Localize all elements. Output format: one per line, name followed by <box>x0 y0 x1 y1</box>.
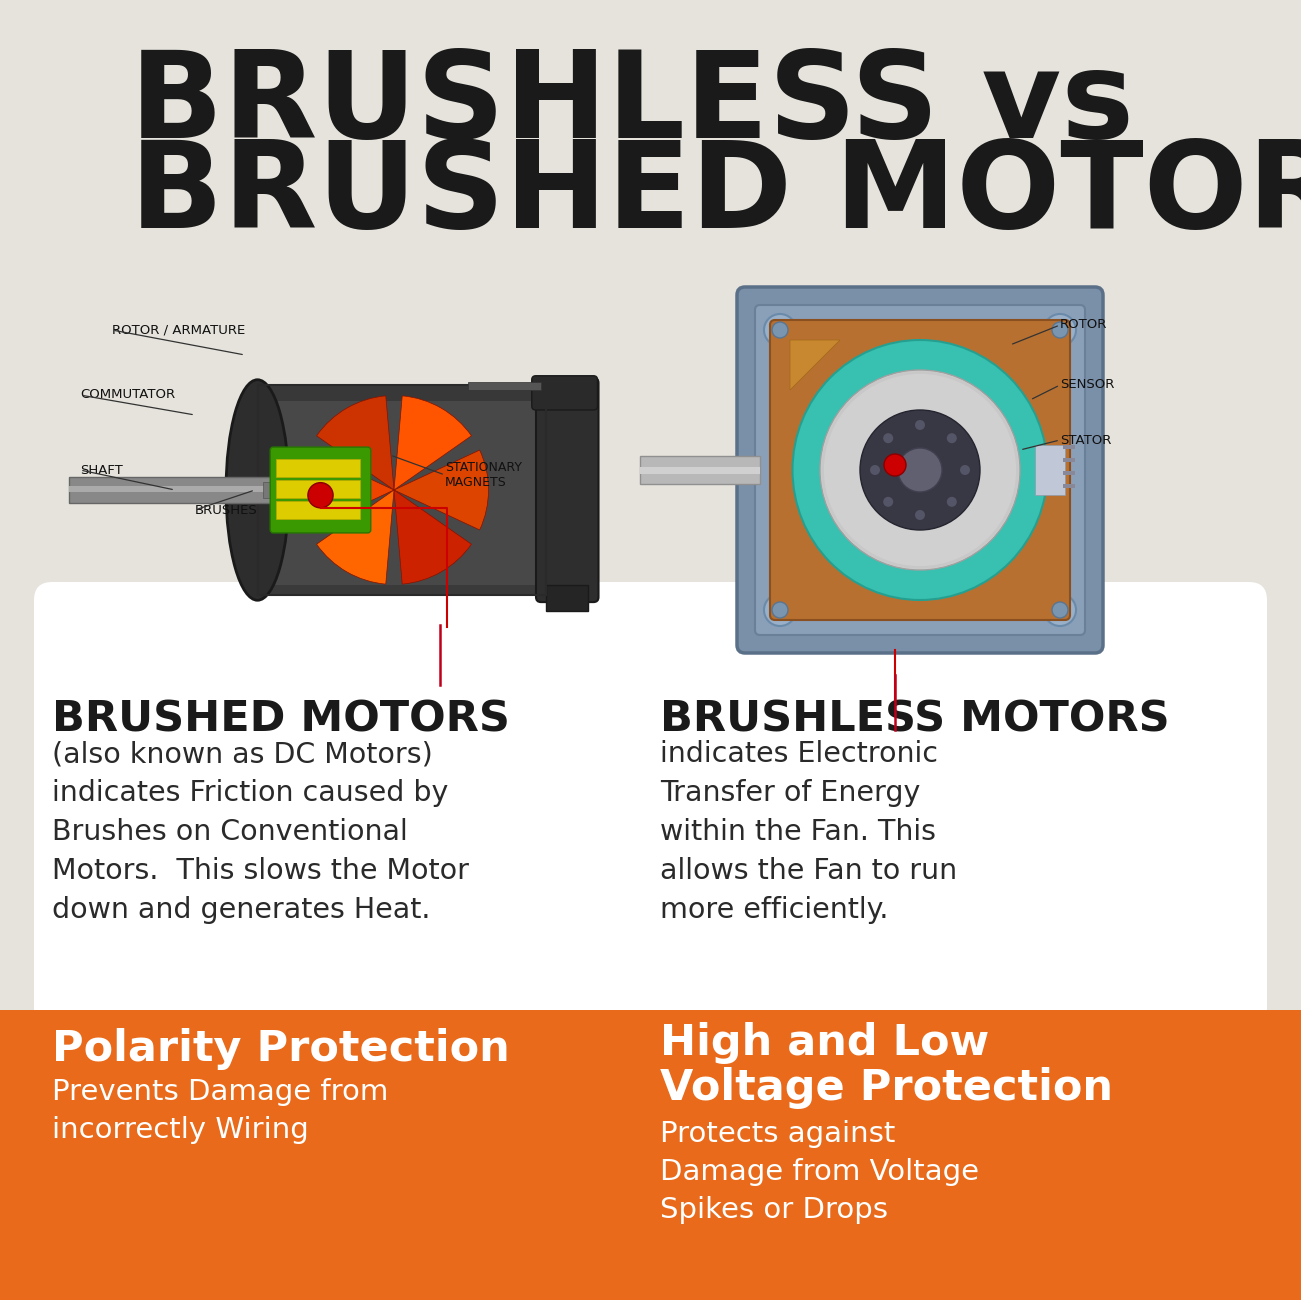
FancyBboxPatch shape <box>532 376 597 410</box>
Text: BRUSHES: BRUSHES <box>195 503 258 516</box>
Wedge shape <box>299 450 394 530</box>
Bar <box>640 467 760 474</box>
Text: STATOR: STATOR <box>1060 433 1111 446</box>
Circle shape <box>870 465 879 474</box>
Circle shape <box>947 497 956 507</box>
Text: Protects against
Damage from Voltage
Spikes or Drops: Protects against Damage from Voltage Spi… <box>660 1121 978 1223</box>
Bar <box>258 585 572 595</box>
Text: SENSOR: SENSOR <box>1060 378 1115 391</box>
Text: COMMUTATOR: COMMUTATOR <box>79 389 176 402</box>
Bar <box>1063 458 1075 461</box>
Bar <box>640 456 760 484</box>
Text: SHAFT: SHAFT <box>79 464 122 477</box>
Circle shape <box>764 315 796 346</box>
Bar <box>258 385 572 395</box>
Text: Polarity Protection: Polarity Protection <box>52 1028 510 1070</box>
FancyBboxPatch shape <box>736 287 1103 653</box>
Ellipse shape <box>226 380 289 601</box>
FancyBboxPatch shape <box>755 306 1085 634</box>
Text: BRUSHED MOTORS: BRUSHED MOTORS <box>52 698 510 740</box>
Wedge shape <box>316 396 394 490</box>
Bar <box>1063 471 1075 474</box>
Text: ROTOR: ROTOR <box>1060 318 1107 332</box>
Bar <box>276 459 360 477</box>
Circle shape <box>308 482 333 508</box>
Bar <box>258 385 572 400</box>
Wedge shape <box>316 490 394 584</box>
Circle shape <box>764 594 796 627</box>
Ellipse shape <box>820 370 1020 569</box>
Bar <box>258 385 546 595</box>
Circle shape <box>960 465 971 474</box>
Text: Prevents Damage from
incorrectly Wiring: Prevents Damage from incorrectly Wiring <box>52 1078 389 1144</box>
Bar <box>1063 445 1075 448</box>
Bar <box>276 500 360 520</box>
Circle shape <box>915 510 925 520</box>
Bar <box>69 486 278 493</box>
Circle shape <box>883 454 905 476</box>
Bar <box>258 385 572 595</box>
Circle shape <box>898 448 942 491</box>
Bar <box>276 480 360 498</box>
Circle shape <box>947 433 956 443</box>
Text: indicates Electronic
Transfer of Energy
within the Fan. This
allows the Fan to r: indicates Electronic Transfer of Energy … <box>660 740 958 924</box>
Ellipse shape <box>860 410 980 530</box>
Wedge shape <box>394 396 471 490</box>
Circle shape <box>1043 594 1076 627</box>
Circle shape <box>1053 602 1068 617</box>
Circle shape <box>883 497 894 507</box>
Circle shape <box>1053 322 1068 338</box>
Text: BRUSHLESS MOTORS: BRUSHLESS MOTORS <box>660 698 1170 740</box>
Text: BRUSHED MOTORS: BRUSHED MOTORS <box>130 136 1301 254</box>
Circle shape <box>771 602 788 617</box>
Bar <box>0 1010 1301 1300</box>
Bar <box>1036 445 1066 495</box>
Circle shape <box>915 420 925 430</box>
Text: (also known as DC Motors)
indicates Friction caused by
Brushes on Conventional
M: (also known as DC Motors) indicates Fric… <box>52 740 468 924</box>
FancyBboxPatch shape <box>271 447 371 533</box>
Text: BRUSHLESS vs: BRUSHLESS vs <box>130 47 1134 164</box>
FancyBboxPatch shape <box>536 378 598 602</box>
Circle shape <box>1043 315 1076 346</box>
Bar <box>1063 484 1075 488</box>
Bar <box>546 585 588 611</box>
Polygon shape <box>790 341 840 390</box>
Circle shape <box>883 433 894 443</box>
Wedge shape <box>394 450 488 530</box>
Bar <box>69 477 278 503</box>
Text: High and Low
Voltage Protection: High and Low Voltage Protection <box>660 1022 1112 1109</box>
Bar <box>467 382 541 390</box>
Ellipse shape <box>792 341 1047 601</box>
Bar <box>263 481 299 498</box>
Circle shape <box>771 322 788 338</box>
Text: STATIONARY
MAGNETS: STATIONARY MAGNETS <box>445 462 522 489</box>
FancyBboxPatch shape <box>34 582 1267 1048</box>
Text: ROTOR / ARMATURE: ROTOR / ARMATURE <box>112 324 246 337</box>
Wedge shape <box>394 490 471 584</box>
FancyBboxPatch shape <box>770 320 1069 620</box>
